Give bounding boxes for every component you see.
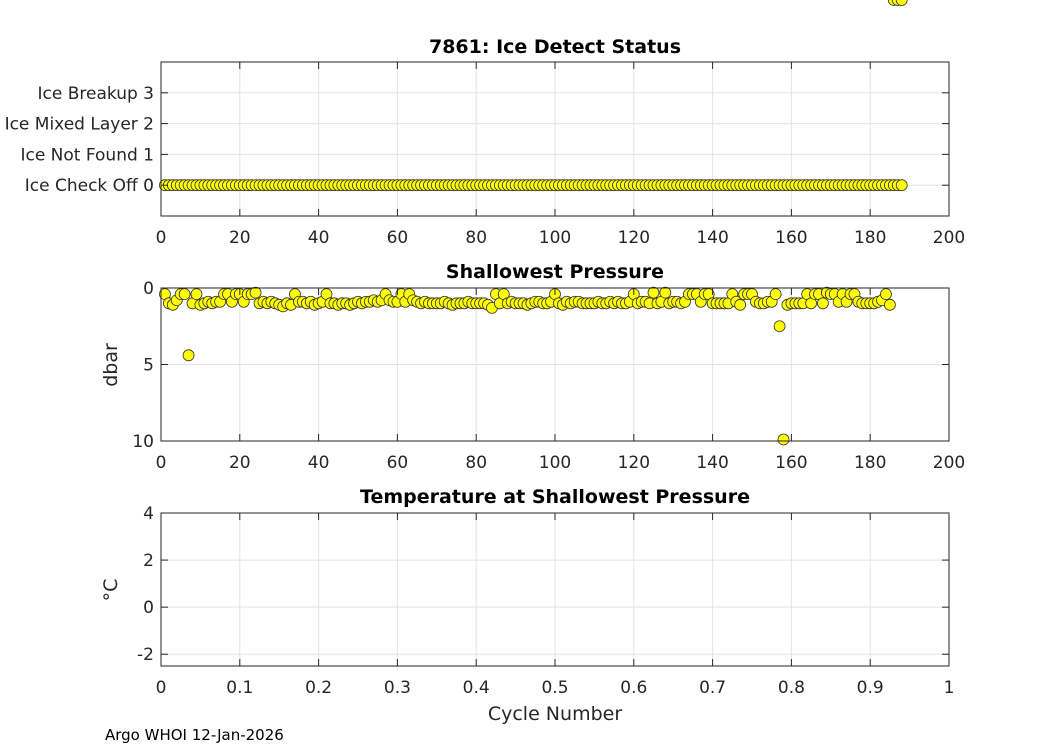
temperature-ytick-label: 2 [143,551,154,571]
pressure-xtick-label: 40 [308,453,330,473]
temperature-xtick-label: 0.9 [857,678,884,698]
temperature-ylabel: °C [100,579,122,602]
ice-status-xtick-label: 100 [539,228,571,248]
ice-status-grid [160,62,950,216]
temperature-xtick-label: 0.3 [384,678,411,698]
ice-status-panel: 7861: Ice Detect Status 0 20 40 60 80 100 120 1… [5,36,966,248]
ice-status-ytick-label: Ice Not Found 1 [20,145,154,165]
temperature-xtick-label: 0.2 [305,678,332,698]
ice-status-ytick-label: Ice Breakup 3 [38,84,155,104]
pressure-markers [159,0,908,446]
pressure-data-point [884,298,896,311]
pressure-xtick-label: 80 [465,453,487,473]
pressure-data-point [895,0,908,6]
ice-status-data-point [895,179,908,192]
pressure-data-point [880,288,892,301]
temperature-ytick-label: 0 [143,598,154,618]
temperature-xtick-label: 0.5 [541,678,568,698]
pressure-data-point [190,288,203,301]
footer-credit: Argo WHOI 12-Jan-2026 [105,726,284,744]
ice-status-ticks: 0 20 40 60 80 100 120 140 160 180 200 Ice Check Off… [5,62,965,248]
pressure-xtick-label: 120 [618,453,650,473]
temperature-ytick-label: 4 [143,504,154,524]
pressure-xtick-label: 200 [933,453,965,473]
pressure-title: Shallowest Pressure [446,261,664,283]
pressure-data-point [817,297,829,310]
temperature-xtick-label: 0.6 [620,678,647,698]
pressure-data-point [769,288,782,301]
pressure-data-point [182,349,195,362]
ice-status-xtick-label: 200 [933,228,965,248]
ice-status-ytick-label: Ice Check Off 0 [25,176,154,196]
ice-status-xtick-label: 20 [229,228,251,248]
pressure-xtick-label: 140 [696,453,728,473]
ice-status-xtick-label: 180 [854,228,886,248]
ice-status-markers [159,179,908,192]
temperature-grid [160,512,950,666]
pressure-data-point [773,320,786,333]
pressure-data-point [734,298,747,311]
pressure-ytick-label: 10 [132,432,154,452]
temperature-xtick-label: 1 [944,678,955,698]
pressure-panel: Shallowest Pressure dbar 0 20 40 60 80 100 120… [100,0,965,473]
temperature-xtick-label: 0.8 [778,678,805,698]
pressure-xtick-label: 160 [775,453,807,473]
temperature-xlabel: Cycle Number [488,703,622,725]
pressure-xtick-label: 180 [854,453,886,473]
pressure-data-point [777,433,790,446]
pressure-xtick-label: 60 [387,453,409,473]
temperature-panel: Temperature at Shallowest Pressure °C Cy… [100,486,954,725]
temperature-xtick-label: 0 [156,678,167,698]
temperature-ytick-label: -2 [137,645,154,665]
ice-status-xtick-label: 120 [618,228,650,248]
ice-status-xtick-label: 80 [465,228,487,248]
ice-status-xtick-label: 140 [696,228,728,248]
ice-status-xtick-label: 160 [775,228,807,248]
ice-status-title: 7861: Ice Detect Status [429,36,681,58]
pressure-grid [160,287,950,442]
pressure-xtick-label: 20 [229,453,251,473]
ice-status-xtick-label: 40 [308,228,330,248]
pressure-data-point [659,286,672,299]
pressure-ytick-label: 5 [143,356,154,376]
pressure-ylabel: dbar [100,343,122,387]
temperature-xtick-label: 0.1 [226,678,253,698]
pressure-ytick-label: 0 [143,279,154,299]
temperature-xtick-label: 0.4 [463,678,490,698]
ice-status-xtick-label: 0 [156,228,167,248]
ice-status-xtick-label: 60 [387,228,409,248]
pressure-data-point [647,286,660,299]
pressure-xtick-label: 0 [156,453,167,473]
temperature-title: Temperature at Shallowest Pressure [360,486,750,508]
temperature-xtick-label: 0.7 [699,678,726,698]
pressure-ticks: 0 20 40 60 80 100 120 140 160 180 200 0 5 10 [132,279,965,473]
pressure-data-point [249,286,262,299]
ice-status-ytick-label: Ice Mixed Layer 2 [5,115,154,135]
pressure-xtick-label: 100 [539,453,571,473]
pressure-data-point [178,288,191,301]
